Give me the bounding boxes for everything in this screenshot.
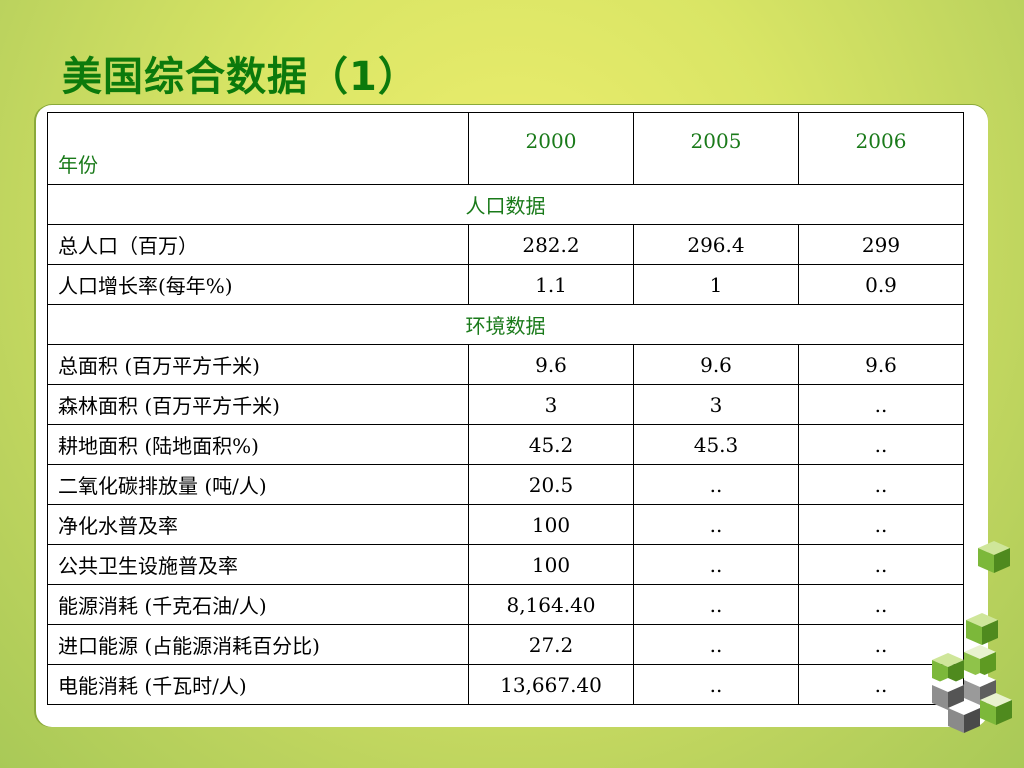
cell-value: 100 <box>468 504 634 545</box>
cell-value: .. <box>798 464 964 505</box>
header-year-2006: 2006 <box>798 112 964 185</box>
table-row: 人口增长率(每年%) 1.1 1 0.9 <box>47 264 964 305</box>
cell-value: .. <box>798 384 964 425</box>
cube-stack-icon <box>932 645 1012 733</box>
section-row-population: 人口数据 <box>47 184 964 225</box>
cell-value: 27.2 <box>468 624 634 665</box>
table-row: 森林面积 (百万平方千米) 3 3 .. <box>47 384 964 425</box>
row-label: 二氧化碳排放量 (吨/人) <box>47 464 469 505</box>
row-label: 人口增长率(每年%) <box>47 264 469 305</box>
row-label: 能源消耗 (千克石油/人) <box>47 584 469 625</box>
cell-value: 100 <box>468 544 634 585</box>
row-label: 总人口（百万） <box>47 224 469 265</box>
table-header-row: 年份 2000 2005 2006 <box>47 112 964 185</box>
cell-value: 0.9 <box>798 264 964 305</box>
cell-value: .. <box>798 504 964 545</box>
table-row: 净化水普及率 100 .. .. <box>47 504 964 545</box>
cell-value: .. <box>633 544 799 585</box>
cell-value: 296.4 <box>633 224 799 265</box>
cell-value: 3 <box>468 384 634 425</box>
cell-value: 9.6 <box>633 344 799 385</box>
cell-value: 13,667.40 <box>468 664 634 705</box>
cell-value: 1.1 <box>468 264 634 305</box>
slide-title: 美国综合数据（1） <box>62 54 419 100</box>
row-label: 耕地面积 (陆地面积%) <box>47 424 469 465</box>
row-label: 进口能源 (占能源消耗百分比) <box>47 624 469 665</box>
row-label: 总面积 (百万平方千米) <box>47 344 469 385</box>
section-title: 环境数据 <box>47 304 964 345</box>
cell-value: 20.5 <box>468 464 634 505</box>
data-table: 年份 2000 2005 2006 人口数据 总人口（百万） 282.2 296… <box>47 112 964 705</box>
header-year-label: 年份 <box>47 112 469 185</box>
cell-value: 45.3 <box>633 424 799 465</box>
table-row: 总面积 (百万平方千米) 9.6 9.6 9.6 <box>47 344 964 385</box>
table-row: 能源消耗 (千克石油/人) 8,164.40 .. .. <box>47 584 964 625</box>
row-label: 净化水普及率 <box>47 504 469 545</box>
cell-value: 8,164.40 <box>468 584 634 625</box>
section-row-environment: 环境数据 <box>47 304 964 345</box>
cell-value: 9.6 <box>468 344 634 385</box>
cell-value: 299 <box>798 224 964 265</box>
table-row: 总人口（百万） 282.2 296.4 299 <box>47 224 964 265</box>
table-row: 公共卫生设施普及率 100 .. .. <box>47 544 964 585</box>
header-year-2005: 2005 <box>633 112 799 185</box>
stacked-cubes-icon <box>932 541 1012 733</box>
cell-value: 282.2 <box>468 224 634 265</box>
table-row: 二氧化碳排放量 (吨/人) 20.5 .. .. <box>47 464 964 505</box>
row-label: 森林面积 (百万平方千米) <box>47 384 469 425</box>
row-label: 电能消耗 (千瓦时/人) <box>47 664 469 705</box>
cell-value: .. <box>633 464 799 505</box>
cell-value: .. <box>798 544 964 585</box>
row-label: 公共卫生设施普及率 <box>47 544 469 585</box>
cell-value: .. <box>633 664 799 705</box>
table-row: 耕地面积 (陆地面积%) 45.2 45.3 .. <box>47 424 964 465</box>
cell-value: .. <box>798 424 964 465</box>
cube-top-icon <box>978 541 1010 573</box>
header-year-2000: 2000 <box>468 112 634 185</box>
cell-value: .. <box>633 504 799 545</box>
cell-value: .. <box>798 584 964 625</box>
cell-value: 45.2 <box>468 424 634 465</box>
cell-value: .. <box>633 584 799 625</box>
cube-middle-icon <box>966 613 998 645</box>
cell-value: 1 <box>633 264 799 305</box>
cell-value: 9.6 <box>798 344 964 385</box>
table-row: 进口能源 (占能源消耗百分比) 27.2 .. .. <box>47 624 964 665</box>
section-title: 人口数据 <box>47 184 964 225</box>
table-row: 电能消耗 (千瓦时/人) 13,667.40 .. .. <box>47 664 964 705</box>
cell-value: .. <box>633 624 799 665</box>
cell-value: 3 <box>633 384 799 425</box>
